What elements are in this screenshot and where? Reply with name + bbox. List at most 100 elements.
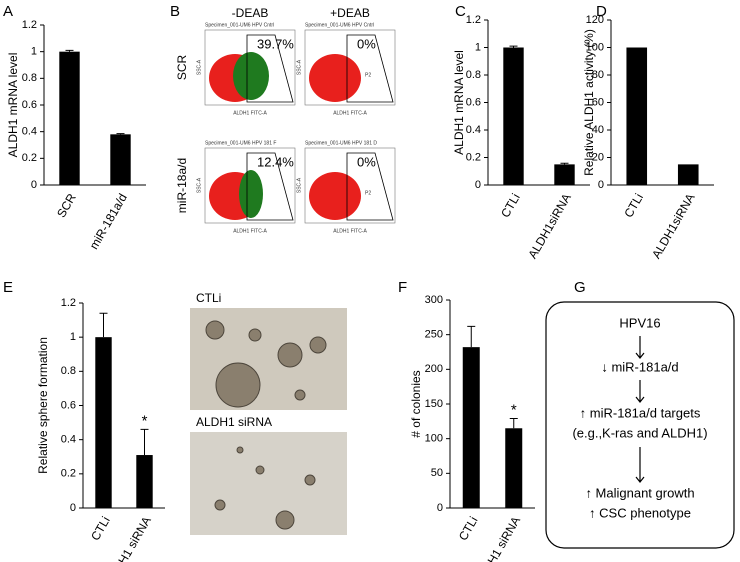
sphere [215, 362, 261, 408]
y-tick-label: 1 [31, 46, 37, 58]
plot-header: Specimen_001-UM6 HPV 181 F [205, 140, 276, 146]
significance-star: * [142, 412, 148, 429]
y-tick-label: 0.6 [22, 99, 37, 111]
sphere [205, 320, 225, 340]
arrow [635, 447, 645, 483]
column-label: -DEAB [232, 6, 269, 20]
y-tick-label: 300 [425, 294, 443, 306]
bar [462, 347, 480, 508]
diagram-box [545, 301, 735, 549]
error-bar [65, 49, 74, 52]
diagram-node: HPV16 [619, 315, 660, 330]
sphere [309, 336, 327, 354]
y-axis-label: SSC-A [196, 177, 202, 193]
y-tick-label: 120 [586, 14, 604, 26]
events-red [309, 172, 361, 220]
sphere [275, 510, 295, 530]
sphere [294, 389, 306, 401]
y-tick-label: 80 [592, 69, 604, 81]
x-tick-label: CTLi [498, 191, 523, 220]
diagram-node: ↑ miR-181a/d targets [580, 405, 701, 420]
plot-frame [204, 147, 296, 224]
image-label: CTLi [196, 291, 221, 305]
y-tick-label: 0.8 [61, 365, 76, 377]
gate [346, 34, 394, 103]
x-tick-label: ALDH1siRNA [525, 191, 573, 261]
panel-label: D [596, 3, 607, 20]
gate-percent: 0% [357, 36, 376, 51]
x-axis-label: ALDH1 FITC-A [233, 110, 267, 116]
y-tick-label: 150 [425, 398, 443, 410]
y-tick-label: 1.2 [61, 297, 76, 309]
diagram-node: (e.g.,K-ras and ALDH1) [572, 425, 707, 440]
sphere-image [190, 432, 347, 535]
x-axis-label: ALDH1 FITC-A [233, 228, 267, 234]
error-bar [509, 45, 518, 48]
gate-name: P2 [365, 72, 371, 78]
x-tick-label: miR-181a/d [87, 191, 130, 252]
y-tick-label: 0.2 [61, 468, 76, 480]
gate-percent: 0% [357, 154, 376, 169]
bar [59, 51, 80, 185]
plot-frame [304, 147, 396, 224]
y-axis-label: ALDH1 mRNA level [452, 50, 466, 155]
gate-percent: 39.7% [257, 36, 294, 51]
y-tick-label: 0.8 [22, 72, 37, 84]
error-bar [116, 133, 125, 135]
sphere [277, 342, 303, 368]
row-label: miR-18a/d [175, 158, 189, 213]
arrow [635, 336, 645, 359]
y-tick-label: 0.8 [466, 69, 481, 81]
y-axis-label: SSC-A [296, 59, 302, 75]
bar [554, 164, 575, 185]
y-tick-label: 1.2 [22, 19, 37, 31]
y-tick-label: 0.4 [22, 126, 37, 138]
bar [110, 134, 131, 185]
gate [346, 152, 394, 221]
x-tick-label: CTLi [88, 514, 113, 543]
gate-percent: 12.4% [257, 154, 294, 169]
y-tick-label: 0 [475, 179, 481, 191]
panel-label: F [398, 279, 407, 296]
plot-header: Specimen_001-UM6 HPV 181 D [305, 140, 377, 146]
y-axis-label: SSC-A [196, 59, 202, 75]
bar [626, 47, 648, 185]
y-tick-label: 0 [31, 179, 37, 191]
bar [677, 164, 699, 185]
bar [95, 337, 112, 508]
panel-label: C [455, 3, 466, 20]
y-tick-label: 0.4 [61, 434, 76, 446]
bar [505, 428, 523, 508]
column-label: +DEAB [330, 6, 370, 20]
y-tick-label: 60 [592, 96, 604, 108]
sphere [255, 465, 265, 475]
diagram-node: ↓ miR-181a/d [601, 359, 678, 374]
y-tick-label: 250 [425, 329, 443, 341]
y-tick-label: 1 [475, 41, 481, 53]
gate [246, 34, 294, 103]
error-bar [99, 312, 108, 338]
y-tick-label: 0.6 [466, 96, 481, 108]
plot-frame [304, 29, 396, 106]
y-tick-label: 0 [437, 502, 443, 514]
events-green [233, 52, 269, 100]
x-axis-label: ALDH1 FITC-A [333, 228, 367, 234]
bar [136, 455, 153, 508]
error-bar [140, 428, 149, 456]
y-axis-label: ALDH1 mRNA level [6, 53, 20, 158]
y-tick-label: 40 [592, 124, 604, 136]
row-label: SCR [175, 55, 189, 81]
gate-name: P2 [365, 190, 371, 196]
sphere [248, 328, 262, 342]
panel-label: A [3, 3, 13, 20]
gate [246, 152, 294, 221]
sphere [236, 446, 244, 454]
diagram-node: ↑ Malignant growth [585, 485, 694, 500]
panel-label: E [3, 279, 13, 296]
y-tick-label: 100 [586, 41, 604, 53]
error-bar [560, 162, 569, 165]
plot-frame [204, 29, 296, 106]
y-axis-label: Relative sphere formation [36, 337, 50, 474]
y-axis-label: Relative ALDH1 activity (%) [582, 29, 596, 176]
